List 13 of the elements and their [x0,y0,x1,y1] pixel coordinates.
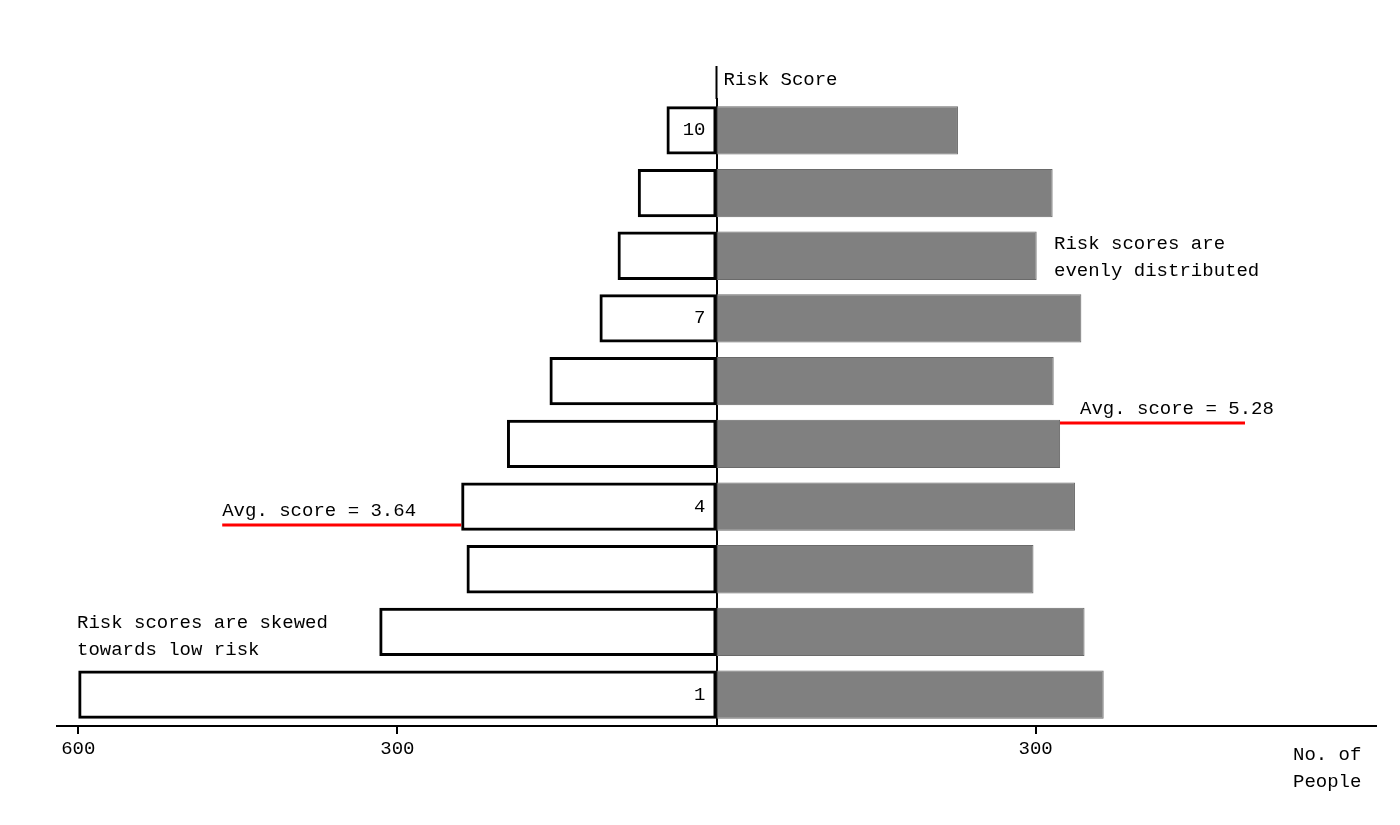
annotation: Avg. score = 3.64 [222,500,417,523]
annotation: Risk scores are skewed towards low risk [77,612,328,662]
y-axis-title: Risk Score [723,69,838,92]
x-tick-label: 600 [61,738,96,761]
x-tick-label: 300 [380,738,415,761]
annotation: Avg. score = 5.28 [1080,398,1274,421]
annotation: Risk scores are evenly distributed [1054,233,1260,283]
y-tick-label: 10 [682,119,706,142]
y-tick-label: 4 [694,495,706,518]
x-axis-title: No. of People [1293,744,1362,794]
y-tick-label: 7 [694,307,706,330]
x-tick-label: 300 [1018,738,1053,761]
y-tick-label: 1 [694,683,706,706]
